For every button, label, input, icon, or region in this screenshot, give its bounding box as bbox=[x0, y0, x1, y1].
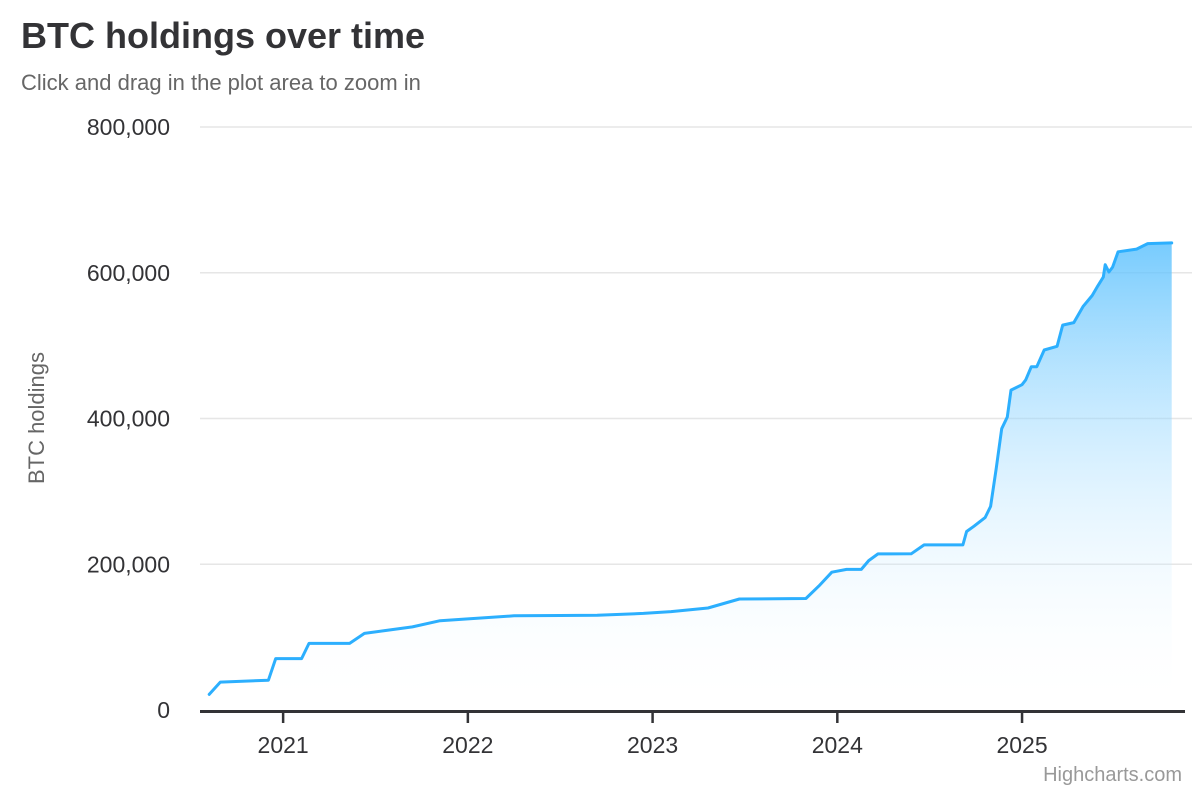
x-axis-label: 2023 bbox=[627, 732, 678, 758]
x-axis-label: 2022 bbox=[442, 732, 493, 758]
y-axis-label: 0 bbox=[157, 697, 170, 723]
btc-holdings-area bbox=[209, 242, 1172, 710]
x-axis-label: 2025 bbox=[996, 732, 1047, 758]
btc-holdings-line bbox=[207, 241, 1174, 696]
y-axis-label: 400,000 bbox=[87, 406, 170, 432]
plot-area-zoom-region[interactable] bbox=[200, 127, 1192, 710]
y-axis-label: 800,000 bbox=[87, 114, 170, 140]
x-axis-label: 2024 bbox=[812, 732, 863, 758]
y-axis-label: 200,000 bbox=[87, 551, 170, 577]
x-axis-label: 2021 bbox=[258, 732, 309, 758]
chart-subtitle: Click and drag in the plot area to zoom … bbox=[21, 70, 421, 95]
y-axis-label: 600,000 bbox=[87, 260, 170, 286]
chart-title: BTC holdings over time bbox=[21, 15, 426, 56]
highcharts-credits-link[interactable]: Highcharts.com bbox=[1043, 764, 1182, 786]
